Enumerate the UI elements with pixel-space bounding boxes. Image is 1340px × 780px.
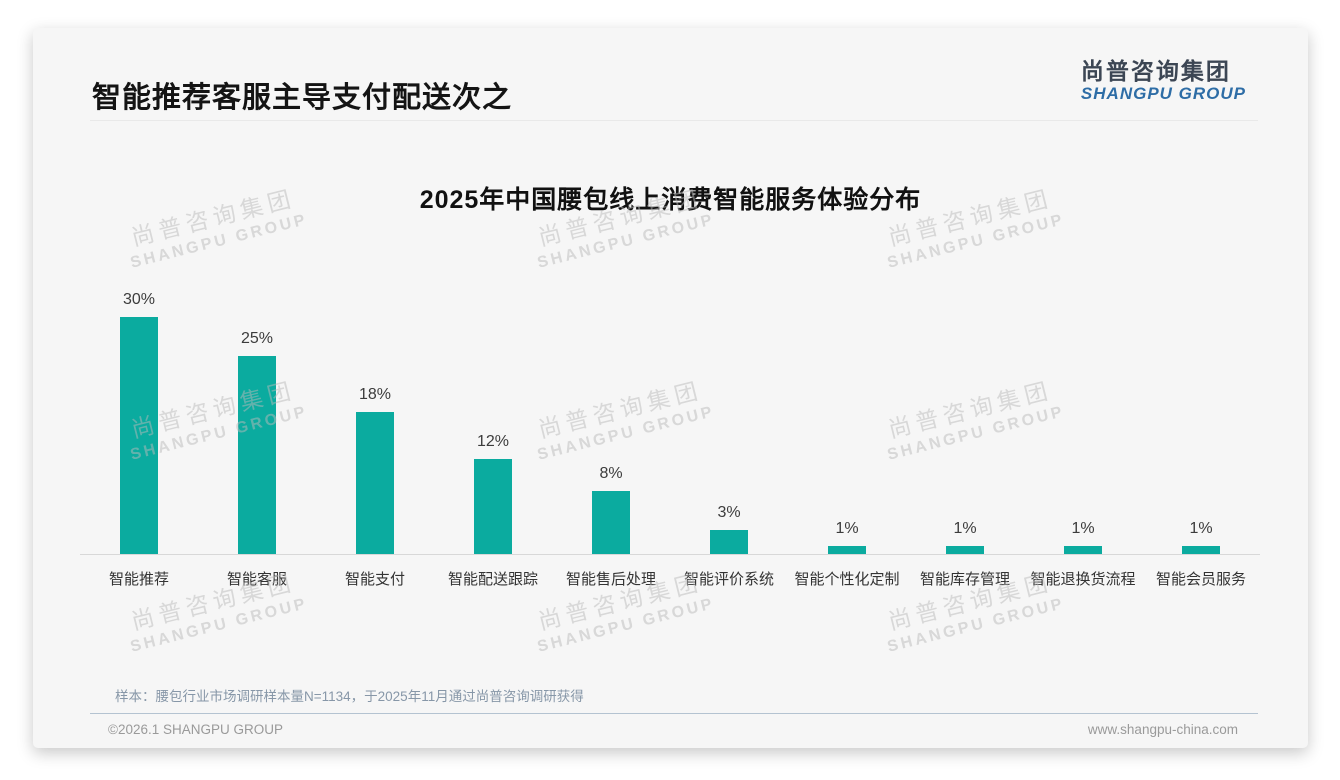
chart-title: 2025年中国腰包线上消费智能服务体验分布 xyxy=(419,186,922,214)
bar-value-label: 1% xyxy=(1071,520,1095,537)
watermark-english-text: SHANGPU GROUP xyxy=(885,595,1067,656)
category-label: 智能支付 xyxy=(344,571,405,588)
bar-slot: 18% xyxy=(316,268,434,554)
bar-chart: 30% 25% 18% 12% 8% 3% 1% 1% 1% 1% xyxy=(80,268,1260,555)
bar-value-label: 3% xyxy=(717,504,741,521)
bar-value-label: 30% xyxy=(122,291,156,308)
bar-slot: 1% xyxy=(1142,268,1260,554)
bar xyxy=(120,317,158,554)
bar xyxy=(1064,546,1102,554)
logo-english-text: SHANGPU GROUP xyxy=(1080,84,1246,104)
bar xyxy=(356,412,394,554)
bar xyxy=(828,546,866,554)
category-label: 智能评价系统 xyxy=(683,571,774,588)
category-label: 智能推荐 xyxy=(108,571,169,588)
bar-slot: 3% xyxy=(670,268,788,554)
bar xyxy=(474,459,512,554)
category-label: 智能会员服务 xyxy=(1155,571,1246,588)
company-logo: 尚普咨询集团 SHANGPU GROUP xyxy=(1081,58,1246,104)
bar-value-label: 12% xyxy=(476,433,510,450)
watermark-english-text: SHANGPU GROUP xyxy=(128,211,310,272)
copyright-text: ©2026.1 SHANGPU GROUP xyxy=(108,722,284,737)
bar-slot: 1% xyxy=(788,268,906,554)
bars-container: 30% 25% 18% 12% 8% 3% 1% 1% 1% 1% xyxy=(80,268,1260,554)
website-url: www.shangpu-china.com xyxy=(1087,722,1238,737)
watermark-english-text: SHANGPU GROUP xyxy=(885,211,1067,272)
watermark-english-text: SHANGPU GROUP xyxy=(535,595,717,656)
sample-footnote: 样本：腰包行业市场调研样本量N=1134，于2025年11月通过尚普咨询调研获得 xyxy=(115,689,584,704)
bar xyxy=(238,356,276,554)
bar xyxy=(946,546,984,554)
bar-value-label: 1% xyxy=(835,520,859,537)
bar-slot: 30% xyxy=(80,268,198,554)
category-label: 智能客服 xyxy=(226,571,287,588)
category-label: 智能个性化定制 xyxy=(794,571,900,588)
bar-slot: 25% xyxy=(198,268,316,554)
category-label: 智能售后处理 xyxy=(565,571,656,588)
bar-value-label: 1% xyxy=(1189,520,1213,537)
page-title: 智能推荐客服主导支付配送次之 xyxy=(92,82,513,114)
category-label: 智能配送跟踪 xyxy=(447,571,538,588)
bar xyxy=(592,491,630,554)
header-divider xyxy=(90,120,1258,121)
bar-value-label: 18% xyxy=(358,386,392,403)
slide-card: 智能推荐客服主导支付配送次之 尚普咨询集团 SHANGPU GROUP 2025… xyxy=(33,28,1308,748)
bar-value-label: 1% xyxy=(953,520,977,537)
bar xyxy=(710,530,748,554)
watermark-english-text: SHANGPU GROUP xyxy=(128,595,310,656)
category-label: 智能退换货流程 xyxy=(1030,571,1136,588)
logo-chinese-text: 尚普咨询集团 xyxy=(1080,58,1231,84)
bar-slot: 1% xyxy=(1024,268,1142,554)
footer: ©2026.1 SHANGPU GROUP www.shangpu-china.… xyxy=(108,722,1238,737)
footer-divider xyxy=(90,713,1258,714)
category-label: 智能库存管理 xyxy=(919,571,1010,588)
bar-value-label: 8% xyxy=(599,465,623,482)
category-axis: 智能推荐 智能客服 智能支付 智能配送跟踪 智能售后处理 智能评价系统 智能个性化定制 智能库… xyxy=(80,568,1260,589)
bar-value-label: 25% xyxy=(240,330,274,347)
bar-slot: 12% xyxy=(434,268,552,554)
bar-slot: 8% xyxy=(552,268,670,554)
bar xyxy=(1182,546,1220,554)
bar-slot: 1% xyxy=(906,268,1024,554)
watermark-english-text: SHANGPU GROUP xyxy=(535,211,717,272)
